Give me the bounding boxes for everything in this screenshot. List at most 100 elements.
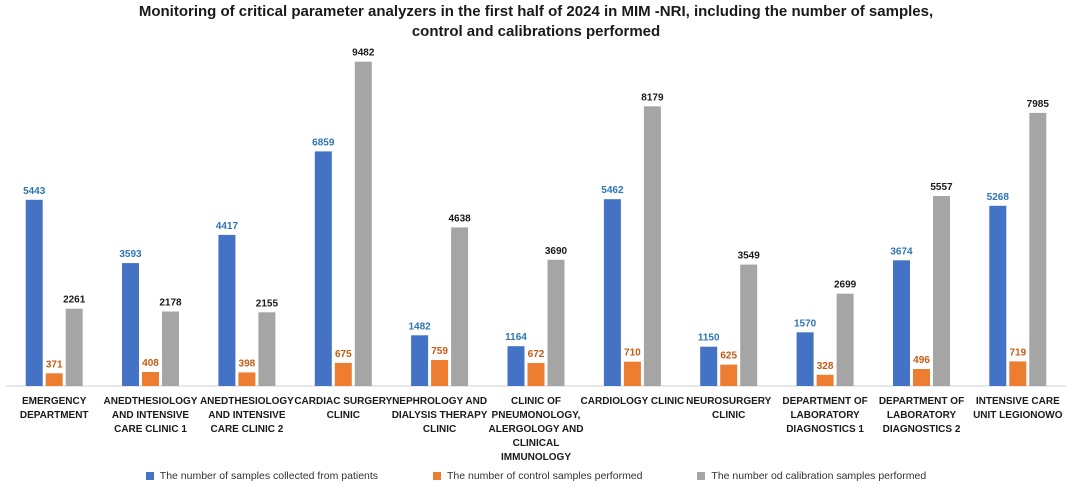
bar-patients-3: [314, 151, 332, 386]
bar-control-4: [431, 360, 449, 386]
bar-calibration-5: [547, 259, 565, 386]
data-label-calibration-9: 5557: [930, 182, 953, 193]
data-label-control-1: 408: [142, 358, 159, 369]
legend-swatch-patients: [145, 472, 154, 481]
category-label-1-line-2: CARE CLINIC 1: [114, 424, 187, 435]
data-label-control-9: 496: [913, 355, 930, 366]
bar-calibration-2: [258, 312, 276, 386]
legend-item-calibration: The number od calibration samples perfor…: [697, 470, 926, 482]
data-label-calibration-0: 2261: [63, 295, 86, 306]
category-label-5-line-2: ALERGOLOGY AND: [488, 424, 583, 435]
data-label-calibration-2: 2155: [256, 298, 279, 309]
bar-control-0: [45, 373, 63, 386]
bar-control-10: [1009, 361, 1027, 386]
legend-label-control: The number of control samples performed: [446, 470, 643, 483]
bar-control-1: [142, 372, 159, 386]
data-label-patients-0: 5443: [23, 186, 46, 197]
bar-chart: 5443 371 2261 EMERGENCY DEPARTMENT 3593 408 217…: [6, 48, 1066, 463]
category-label-2-line-2: CARE CLINIC 2: [211, 424, 284, 435]
data-label-calibration-6: 8179: [641, 92, 664, 103]
data-label-control-10: 719: [1009, 347, 1026, 358]
chart-title: Monitoring of critical parameter analyze…: [0, 2, 1072, 42]
data-label-patients-10: 5268: [987, 192, 1010, 203]
category-label-10-line-1: UNIT LEGIONOWO: [973, 410, 1063, 421]
bar-calibration-9: [933, 196, 950, 386]
legend-swatch-control: [432, 472, 441, 481]
category-label-1-line-1: AND INTENSIVE: [112, 410, 190, 421]
data-label-control-2: 398: [239, 358, 256, 369]
data-label-patients-8: 1570: [794, 318, 817, 329]
category-label-9-line-1: LABORATORY: [887, 410, 957, 421]
data-label-calibration-5: 3690: [545, 246, 568, 257]
category-label-8-line-2: DIAGNOSTICS 1: [786, 424, 864, 435]
category-label-0-line-1: DEPARTMENT: [20, 410, 89, 421]
category-label-3-line-0: CARDIAC SURGERY: [294, 396, 392, 407]
category-label-9-line-2: DIAGNOSTICS 2: [883, 424, 961, 435]
bar-patients-4: [411, 335, 429, 386]
bar-control-6: [623, 361, 641, 386]
data-label-control-7: 625: [720, 351, 737, 362]
category-label-5-line-3: CLINICAL: [513, 438, 560, 449]
chart-title-line-1: Monitoring of critical parameter analyze…: [138, 3, 934, 20]
bar-patients-8: [796, 332, 814, 386]
category-label-5-line-0: CLINIC OF: [511, 396, 561, 407]
data-label-calibration-8: 2699: [834, 280, 857, 291]
category-label-10-line-0: INTENSIVE CARE: [976, 396, 1060, 407]
category-label-7-line-0: NEUROSURGERY: [686, 396, 772, 407]
data-label-patients-4: 1482: [408, 321, 431, 332]
category-label-4-line-0: NEPHROLOGY AND: [392, 396, 487, 407]
category-label-6-line-0: CARDIOLOGY CLINIC: [581, 396, 685, 407]
category-label-4-line-1: DIALYSIS THERAPY: [392, 410, 488, 421]
category-label-2-line-1: AND INTENSIVE: [208, 410, 286, 421]
bar-control-2: [238, 372, 256, 386]
bar-patients-10: [989, 205, 1007, 386]
bar-patients-1: [122, 263, 139, 386]
data-label-control-8: 328: [817, 361, 834, 372]
legend-label-patients: The number of samples collected from pat…: [159, 470, 379, 483]
data-label-patients-2: 4417: [216, 221, 239, 232]
data-label-control-6: 710: [624, 348, 641, 359]
bar-calibration-7: [740, 264, 758, 386]
data-label-control-3: 675: [335, 349, 352, 360]
data-label-control-5: 672: [528, 349, 545, 360]
bar-calibration-3: [354, 61, 372, 386]
legend-swatch-calibration: [697, 472, 706, 481]
bar-patients-7: [700, 346, 718, 386]
data-label-control-0: 371: [46, 359, 63, 370]
bar-patients-9: [893, 260, 910, 386]
bar-calibration-6: [643, 106, 661, 387]
chart-legend: The number of samples collected from pat…: [0, 470, 1072, 482]
category-label-0-line-0: EMERGENCY: [22, 396, 87, 407]
legend-label-calibration: The number od calibration samples perfor…: [711, 470, 927, 483]
data-label-calibration-1: 2178: [159, 298, 182, 309]
bar-control-7: [720, 364, 738, 386]
data-label-patients-9: 3674: [890, 246, 913, 257]
data-label-calibration-4: 4638: [448, 213, 471, 224]
bar-control-5: [527, 363, 545, 386]
bar-patients-6: [603, 199, 621, 386]
category-label-7-line-1: CLINIC: [712, 410, 745, 421]
bar-control-9: [913, 369, 930, 386]
category-label-5-line-1: PNEUMONOLOGY,: [492, 410, 581, 421]
bar-calibration-8: [836, 293, 854, 386]
category-label-8-line-0: DEPARTMENT OF: [782, 396, 867, 407]
category-label-3-line-1: CLINIC: [327, 410, 360, 421]
data-label-patients-7: 1150: [698, 333, 720, 344]
data-label-patients-1: 3593: [119, 249, 142, 260]
data-label-calibration-3: 9482: [352, 48, 375, 59]
data-label-patients-5: 1164: [505, 332, 527, 343]
category-label-8-line-1: LABORATORY: [790, 410, 860, 421]
data-label-calibration-7: 3549: [738, 251, 761, 262]
chart-title-line-2: control and calibrations performed: [411, 23, 661, 40]
bar-patients-5: [507, 346, 525, 386]
data-label-patients-6: 5462: [601, 185, 624, 196]
legend-item-control: The number of control samples performed: [432, 470, 643, 483]
bar-calibration-10: [1029, 112, 1047, 387]
bar-patients-2: [218, 234, 236, 386]
bar-patients-0: [25, 199, 43, 386]
bar-calibration-4: [451, 227, 469, 386]
data-label-patients-3: 6859: [312, 137, 335, 148]
legend-item-patients: The number of samples collected from pat…: [145, 470, 379, 483]
bar-calibration-0: [65, 308, 83, 386]
bar-control-3: [334, 362, 352, 386]
